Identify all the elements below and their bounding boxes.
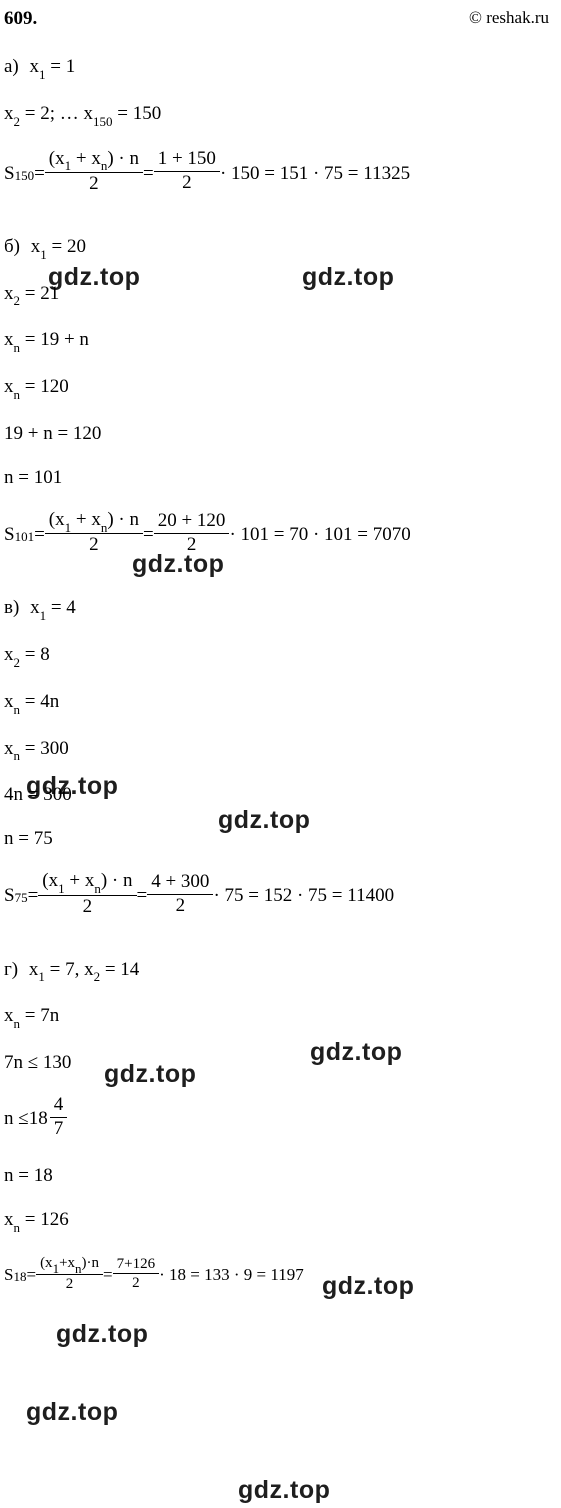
label-a: а) bbox=[4, 56, 19, 78]
math-text: = bbox=[103, 1265, 113, 1285]
line-b4: xn = 120 bbox=[4, 376, 561, 401]
line-c6: n = 75 bbox=[4, 828, 561, 850]
fraction: (x1 + xn) · n 2 bbox=[45, 148, 143, 196]
watermark: gdz.top bbox=[238, 1476, 330, 1505]
line-a3: S150 = (x1 + xn) · n 2 = 1 + 150 2 · 150… bbox=[4, 150, 561, 198]
math-text: x bbox=[4, 103, 14, 124]
header: 609. © reshak.ru bbox=[4, 8, 561, 30]
math-text: S150 = bbox=[4, 163, 45, 185]
section-c: в) x1 = 4 x2 = 8 xn = 4n xn = 300 4n = 3… bbox=[4, 597, 561, 920]
math-text: = 150 bbox=[113, 103, 162, 124]
math-text: = bbox=[143, 163, 154, 185]
fraction: 1 + 150 2 bbox=[154, 148, 220, 195]
copyright: © reshak.ru bbox=[469, 8, 549, 30]
math-text: = 1 bbox=[46, 56, 76, 77]
subscript: 1 bbox=[40, 247, 47, 262]
math-text: · 150 = 151 · 75 = 11325 bbox=[220, 163, 410, 185]
line-b2: x2 = 21 bbox=[4, 283, 561, 308]
line-c3: xn = 4n bbox=[4, 691, 561, 716]
subscript: 2 bbox=[14, 114, 21, 129]
math-text: S75 = bbox=[4, 885, 38, 907]
math-text: x bbox=[30, 56, 40, 77]
line-d5: n = 18 bbox=[4, 1165, 561, 1187]
label-b: б) bbox=[4, 236, 20, 258]
math-text: = 20 bbox=[47, 236, 86, 257]
line-c4: xn = 300 bbox=[4, 738, 561, 763]
section-b: б) x1 = 20 x2 = 21 xn = 19 + n xn = 120 … bbox=[4, 236, 561, 559]
fraction: 20 + 120 2 bbox=[154, 510, 230, 557]
line-b6: n = 101 bbox=[4, 467, 561, 489]
math-text: · 18 = 133 · 9 = 1197 bbox=[159, 1265, 304, 1285]
math-text: x bbox=[31, 236, 41, 257]
section-d: г) x1 = 7, x2 = 14 xn = 7n 7n ≤ 130 n ≤ … bbox=[4, 959, 561, 1296]
line-d3: 7n ≤ 130 bbox=[4, 1052, 561, 1074]
label-c: в) bbox=[4, 597, 19, 619]
fraction: (x1 + xn) · n 2 bbox=[38, 870, 136, 918]
line-d4: n ≤ 18 47 bbox=[4, 1096, 561, 1143]
line-d7: S18 = (x1+xn)·n 2 = 7+126 2 · 18 = 133 ·… bbox=[4, 1256, 561, 1296]
line-c1: в) x1 = 4 bbox=[4, 597, 561, 622]
line-a1: а) x1 = 1 bbox=[4, 56, 561, 81]
line-b1: б) x1 = 20 bbox=[4, 236, 561, 261]
line-d6: xn = 126 bbox=[4, 1209, 561, 1234]
line-d2: xn = 7n bbox=[4, 1005, 561, 1030]
mixed-fraction: 18 47 bbox=[29, 1096, 68, 1143]
math-text: S101 = bbox=[4, 524, 45, 546]
line-d1: г) x1 = 7, x2 = 14 bbox=[4, 959, 561, 984]
watermark: gdz.top bbox=[56, 1320, 148, 1349]
line-b5: 19 + n = 120 bbox=[4, 423, 561, 445]
math-text: = bbox=[137, 885, 148, 907]
fraction: 7+126 2 bbox=[113, 1255, 159, 1292]
math-text: x1 = 7, x2 = 14 bbox=[29, 959, 139, 980]
math-text: = 2; … x bbox=[20, 103, 93, 124]
watermark: gdz.top bbox=[26, 1398, 118, 1427]
math-text: n ≤ bbox=[4, 1108, 29, 1130]
subscript: 1 bbox=[40, 608, 47, 623]
line-c7: S75 = (x1 + xn) · n 2 = 4 + 300 2 · 75 =… bbox=[4, 872, 561, 920]
math-text: · 75 = 152 · 75 = 11400 bbox=[213, 885, 394, 907]
math-text: = 4 bbox=[46, 597, 76, 618]
math-text: = bbox=[143, 524, 154, 546]
math-text: S18 = bbox=[4, 1265, 36, 1285]
subscript: 1 bbox=[39, 67, 46, 82]
label-d: г) bbox=[4, 959, 18, 981]
math-text: x bbox=[30, 597, 40, 618]
section-a: а) x1 = 1 x2 = 2; … x150 = 150 S150 = (x… bbox=[4, 56, 561, 198]
line-c5: 4n = 300 bbox=[4, 784, 561, 806]
subscript: 150 bbox=[93, 114, 113, 129]
problem-number: 609. bbox=[4, 8, 37, 30]
line-a2: x2 = 2; … x150 = 150 bbox=[4, 103, 561, 128]
math-text: · 101 = 70 · 101 = 7070 bbox=[229, 524, 410, 546]
fraction: 4 + 300 2 bbox=[147, 871, 213, 918]
line-b7: S101 = (x1 + xn) · n 2 = 20 + 120 2 · 10… bbox=[4, 511, 561, 559]
line-b3: xn = 19 + n bbox=[4, 329, 561, 354]
fraction: (x1 + xn) · n 2 bbox=[45, 509, 143, 557]
line-c2: x2 = 8 bbox=[4, 644, 561, 669]
fraction: (x1+xn)·n 2 bbox=[36, 1254, 103, 1294]
